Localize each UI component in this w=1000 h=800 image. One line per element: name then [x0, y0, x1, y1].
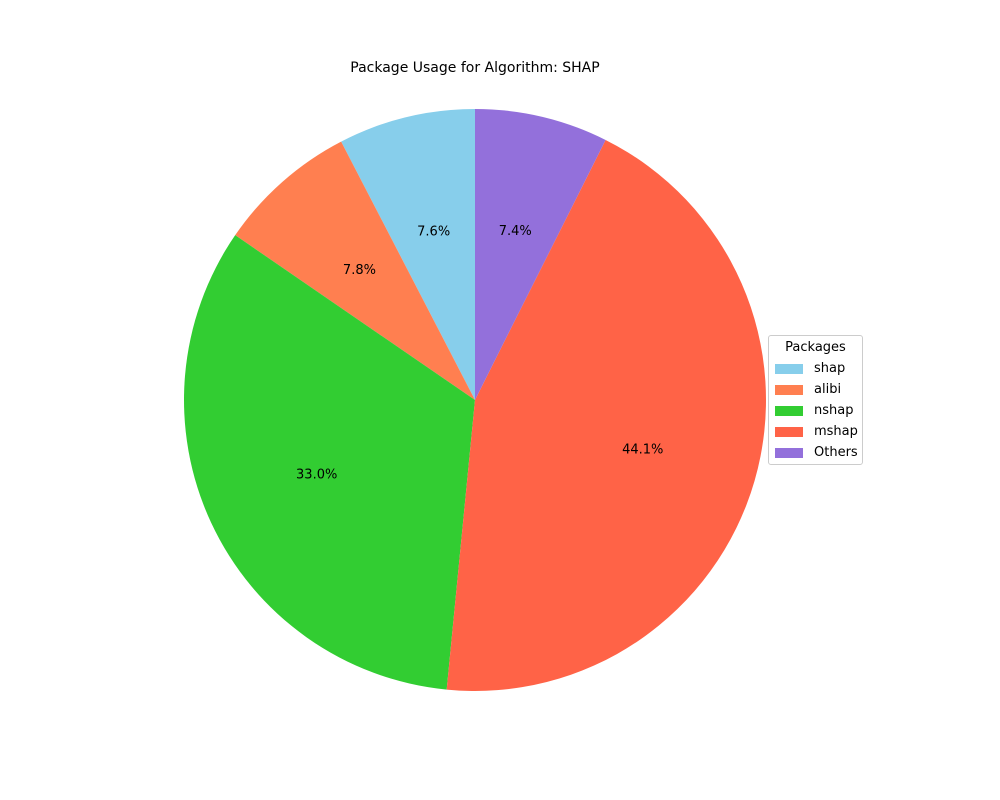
legend-entry-nshap: nshap — [775, 403, 853, 419]
legend: Packages shap alibi nshap mshap Others — [768, 335, 863, 465]
chart-title: Package Usage for Algorithm: SHAP — [350, 60, 599, 76]
pct-label-alibi: 7.8% — [343, 263, 376, 278]
pie-percent-labels: 7.6% 7.8% 33.0% 44.1% 7.4% — [296, 224, 663, 483]
legend-label: shap — [814, 361, 846, 376]
pie-slice-mshap — [446, 139, 766, 691]
pie-slice-others — [475, 109, 606, 400]
pct-label-nshap: 33.0% — [296, 468, 337, 483]
pie-slices — [184, 109, 766, 691]
legend-swatch — [775, 406, 803, 416]
pie-slice-alibi — [235, 141, 475, 400]
pie-slice-shap — [341, 109, 475, 400]
legend-swatch — [775, 427, 803, 437]
legend-entry-others: Others — [775, 445, 858, 461]
legend-entry-mshap: mshap — [775, 424, 858, 440]
pct-label-mshap: 44.1% — [622, 442, 663, 457]
pct-label-shap: 7.6% — [417, 224, 450, 239]
legend-title: Packages — [785, 340, 846, 355]
legend-swatch — [775, 385, 803, 395]
legend-swatch — [775, 364, 803, 374]
pie-slice-nshap — [184, 235, 475, 690]
legend-label: mshap — [814, 424, 858, 439]
legend-label: alibi — [814, 382, 842, 397]
pct-label-others: 7.4% — [499, 224, 532, 239]
legend-label: Others — [814, 445, 858, 460]
legend-entry-shap: shap — [775, 361, 845, 377]
legend-label: nshap — [814, 403, 854, 418]
legend-swatch — [775, 448, 803, 458]
legend-entry-alibi: alibi — [775, 382, 841, 398]
